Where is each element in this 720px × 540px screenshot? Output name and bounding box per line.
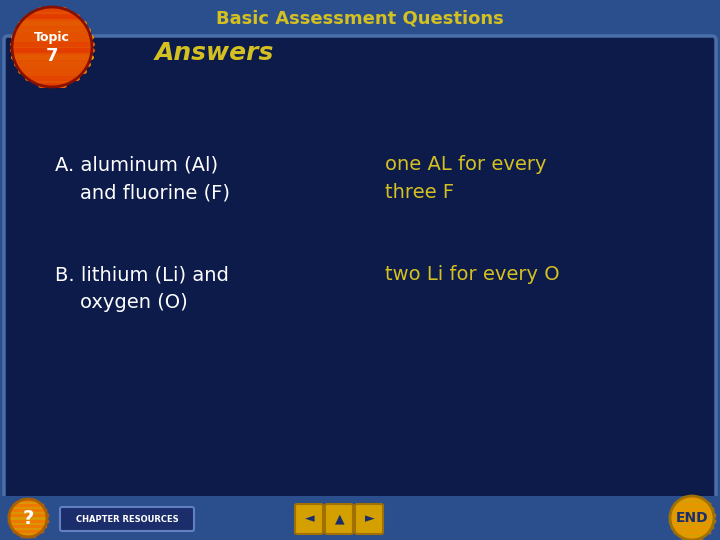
Circle shape — [12, 7, 92, 87]
Text: Topic: Topic — [34, 31, 70, 44]
FancyBboxPatch shape — [325, 504, 353, 534]
Text: three F: three F — [385, 184, 454, 202]
Text: ◄: ◄ — [305, 512, 315, 525]
Text: one AL for every: one AL for every — [385, 156, 546, 174]
FancyBboxPatch shape — [0, 496, 720, 540]
Text: ▲: ▲ — [336, 512, 345, 525]
FancyBboxPatch shape — [295, 504, 323, 534]
FancyBboxPatch shape — [60, 507, 194, 531]
FancyBboxPatch shape — [0, 0, 720, 35]
FancyBboxPatch shape — [355, 504, 383, 534]
Text: 7: 7 — [46, 47, 58, 65]
Text: two Li for every O: two Li for every O — [385, 266, 559, 285]
Text: B. lithium (Li) and: B. lithium (Li) and — [55, 266, 229, 285]
Text: ►: ► — [365, 512, 375, 525]
Text: oxygen (O): oxygen (O) — [55, 294, 188, 313]
Circle shape — [670, 496, 714, 540]
Text: Basic Assessment Questions: Basic Assessment Questions — [216, 9, 504, 27]
Circle shape — [12, 7, 92, 87]
Text: END: END — [675, 511, 708, 525]
FancyBboxPatch shape — [4, 36, 716, 499]
Text: Answers: Answers — [155, 41, 274, 65]
Text: ?: ? — [22, 509, 34, 528]
Text: A. aluminum (Al): A. aluminum (Al) — [55, 156, 218, 174]
Text: CHAPTER RESOURCES: CHAPTER RESOURCES — [76, 515, 179, 523]
Text: and fluorine (F): and fluorine (F) — [55, 184, 230, 202]
Circle shape — [9, 499, 47, 537]
